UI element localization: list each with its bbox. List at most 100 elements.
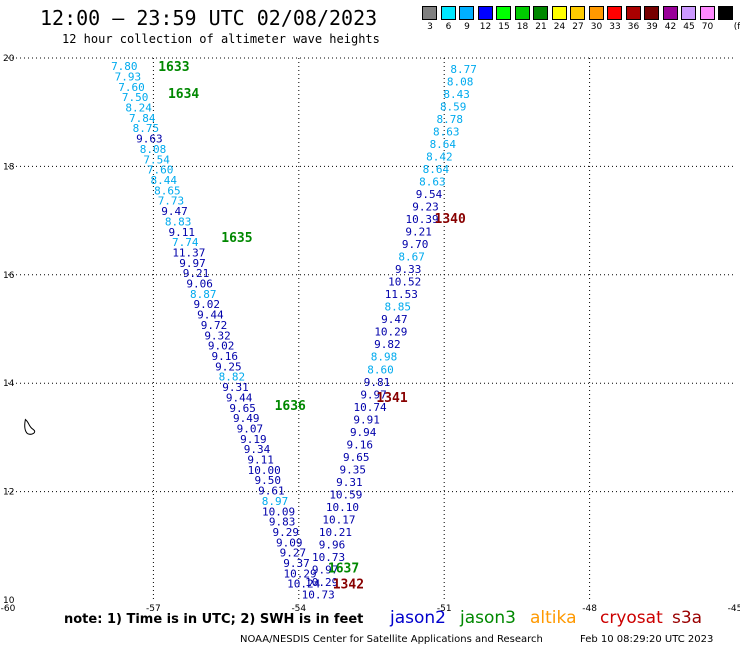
- wave-height-value: 10.74: [354, 401, 387, 414]
- wave-height-value: 7.74: [172, 236, 199, 249]
- pass-time-label: 1634: [168, 87, 199, 102]
- wave-height-value: 9.47: [161, 205, 188, 218]
- wave-height-value: 9.16: [211, 350, 238, 363]
- color-scale-unit: (ft): [733, 22, 740, 32]
- color-scale-swatch: [662, 6, 678, 20]
- lon-tick-label: -48: [582, 604, 597, 614]
- wave-height-value: 9.11: [247, 454, 274, 467]
- wave-height-value: 9.97: [360, 388, 387, 401]
- wave-height-value: 9.63: [136, 133, 163, 146]
- wave-height-value: 9.54: [416, 188, 443, 201]
- wave-height-value: 9.81: [364, 376, 391, 389]
- color-scale-label: 45: [683, 22, 695, 32]
- wave-height-value: 9.29: [272, 526, 299, 539]
- wave-height-value: 9.19: [240, 433, 267, 446]
- legend-item-jason3: jason3: [460, 608, 516, 628]
- wave-height-value: 7.60: [118, 81, 145, 94]
- wave-height-value: 9.27: [280, 547, 307, 560]
- color-scale-swatch: [588, 6, 604, 20]
- color-scale-swatch: [570, 6, 585, 20]
- wave-height-value: 7.84: [129, 112, 156, 125]
- wave-height-value: 9.02: [194, 298, 221, 311]
- page-subtitle: 12 hour collection of altimeter wave hei…: [62, 32, 380, 46]
- wave-height-value: 9.21: [405, 226, 432, 239]
- wave-height-value: 7.93: [115, 70, 142, 83]
- color-scale-label: 39: [646, 22, 658, 32]
- wave-height-value: 7.73: [158, 195, 185, 208]
- wave-height-value: 10.17: [322, 513, 355, 526]
- legend-item-altika: altika: [530, 608, 577, 628]
- wave-height-value: 9.33: [395, 263, 422, 276]
- wave-height-value: 8.64: [430, 138, 457, 151]
- color-scale-swatch: [533, 6, 548, 20]
- wave-height-value: 8.82: [219, 371, 246, 384]
- wave-height-value: 9.82: [374, 338, 401, 351]
- wave-height-value: 8.08: [447, 75, 474, 88]
- lat-tick-label: 20: [3, 54, 15, 64]
- wave-height-value: 8.63: [433, 125, 460, 138]
- pass-time-label: 1636: [275, 399, 306, 414]
- color-scale-label: 42: [664, 22, 677, 32]
- wave-height-value: 9.72: [201, 319, 228, 332]
- color-scale-label: 15: [498, 22, 510, 32]
- wave-height-value: 9.94: [350, 426, 377, 439]
- color-scale-swatch: [459, 6, 474, 20]
- wave-height-value: 9.21: [183, 267, 210, 280]
- lat-tick-label: 12: [3, 488, 14, 498]
- wave-height-value: 8.85: [385, 301, 412, 314]
- legend-item-cryosat: cryosat: [600, 608, 663, 628]
- color-scale-label: 24: [553, 22, 566, 32]
- wave-height-value: 10.29: [305, 576, 338, 589]
- wave-height-value: 7.80: [111, 60, 138, 73]
- wave-height-value: 8.97: [262, 495, 289, 508]
- color-scale-label: 12: [479, 22, 492, 32]
- wave-height-value: 9.47: [381, 313, 408, 326]
- wave-height-value: 9.91: [353, 413, 380, 426]
- wave-height-value: 10.00: [248, 464, 281, 477]
- lon-tick-label: -57: [146, 604, 161, 614]
- color-scale-swatch: [551, 6, 567, 20]
- wave-height-value: 8.08: [140, 143, 167, 156]
- lat-tick-label: 10: [3, 596, 15, 606]
- wave-height-value: 9.32: [204, 329, 231, 342]
- color-scale-swatch: [422, 6, 437, 20]
- footnote: note: 1) Time is in UTC; 2) SWH is in fe…: [64, 612, 364, 627]
- wave-height-value: 8.98: [371, 351, 398, 364]
- wave-height-value: 11.37: [172, 246, 205, 259]
- color-scale-swatch: [644, 6, 659, 20]
- wave-height-value: 9.16: [346, 438, 373, 451]
- wave-height-value: 10.52: [388, 276, 421, 289]
- legend-item-jason2: jason2: [390, 608, 446, 628]
- grid-lines: [8, 57, 735, 600]
- wave-height-value: 8.42: [426, 150, 453, 163]
- wave-height-value: 8.83: [165, 215, 192, 228]
- color-scale-label: 36: [627, 22, 640, 32]
- wave-height-values: 7.807.937.607.508.247.848.759.638.087.54…: [111, 60, 477, 601]
- color-scale-label: 27: [572, 22, 584, 32]
- color-scale-label: 30: [590, 22, 603, 32]
- lon-tick-label: -51: [437, 604, 452, 614]
- wave-height-value: 9.31: [336, 476, 363, 489]
- wave-height-value: 10.24: [287, 578, 320, 591]
- wave-height-value: 8.43: [443, 88, 470, 101]
- wave-height-value: 8.59: [440, 100, 467, 113]
- color-scale-swatch: [718, 6, 733, 20]
- wave-height-value: 9.07: [237, 422, 264, 435]
- wave-height-value: 8.24: [125, 102, 152, 115]
- wave-height-value: 9.34: [244, 443, 271, 456]
- color-scale-swatch: [514, 6, 530, 20]
- wave-height-value: 7.54: [143, 153, 170, 166]
- wave-height-value: 10.29: [374, 326, 407, 339]
- wave-height-value: 9.70: [402, 238, 429, 251]
- wave-height-value: 10.09: [262, 505, 295, 518]
- lat-tick-label: 14: [3, 379, 15, 389]
- wave-height-value: 9.25: [215, 360, 242, 373]
- wave-height-value: 8.65: [154, 184, 181, 197]
- lat-tick-label: 16: [3, 271, 15, 281]
- color-scale-label: 21: [535, 22, 547, 32]
- color-scale-swatch: [607, 6, 622, 20]
- axis-labels: -60 -57 -54 -51 -48 -45 20 18 16 14 12 10: [1, 54, 740, 614]
- wave-height-value: 9.65: [229, 402, 256, 415]
- wave-height-value: 9.97: [312, 564, 339, 577]
